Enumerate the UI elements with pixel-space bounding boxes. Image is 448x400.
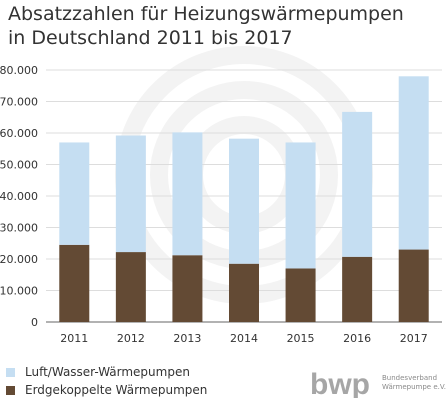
svg-text:bwp: bwp bbox=[310, 370, 370, 398]
y-tick-label: 0 bbox=[31, 316, 38, 329]
y-tick-label: 10.000 bbox=[0, 285, 38, 298]
bar-luft-wasser bbox=[229, 138, 259, 264]
bar-erdgekoppelt bbox=[398, 249, 429, 322]
y-tick-label: 50.000 bbox=[0, 159, 38, 172]
bar-erdgekoppelt bbox=[342, 256, 373, 322]
x-tick-label: 2012 bbox=[117, 332, 145, 345]
x-tick-label: 2017 bbox=[400, 332, 428, 345]
bar-luft-wasser bbox=[115, 135, 146, 253]
bwp-logo-text: Bundesverband Wärmepumpe e.V. bbox=[382, 374, 446, 392]
title-line-2: in Deutschland 2011 bis 2017 bbox=[8, 27, 293, 49]
y-tick-label: 20.000 bbox=[0, 253, 38, 266]
title-line-1: Absatzzahlen für Heizungswärmepumpen bbox=[8, 3, 404, 25]
bar-luft-wasser bbox=[398, 76, 429, 250]
x-tick-label: 2015 bbox=[287, 332, 315, 345]
x-tick-label: 2016 bbox=[343, 332, 371, 345]
bar-luft-wasser bbox=[59, 142, 90, 245]
y-tick-label: 60.000 bbox=[0, 127, 38, 140]
x-tick-label: 2011 bbox=[60, 332, 88, 345]
bar-erdgekoppelt bbox=[115, 252, 146, 322]
logo-line-1: Bundesverband bbox=[382, 374, 438, 382]
legend-label-erdgekoppelt: Erdgekoppelte Wärmepumpen bbox=[25, 383, 208, 397]
bar-erdgekoppelt bbox=[172, 255, 203, 322]
bar-erdgekoppelt bbox=[229, 263, 259, 322]
chart-title: Absatzzahlen für Heizungswärmepumpen in … bbox=[8, 2, 404, 50]
bar-luft-wasser bbox=[342, 111, 373, 257]
legend-item-luft-wasser: Luft/Wasser-Wärmepumpen bbox=[6, 363, 207, 381]
bar-luft-wasser bbox=[172, 132, 203, 256]
bar-luft-wasser bbox=[285, 142, 316, 269]
legend-item-erdgekoppelt: Erdgekoppelte Wärmepumpen bbox=[6, 381, 207, 399]
legend: Luft/Wasser-Wärmepumpen Erdgekoppelte Wä… bbox=[6, 363, 207, 399]
bar-erdgekoppelt bbox=[285, 268, 316, 322]
y-tick-label: 30.000 bbox=[0, 222, 38, 235]
y-tick-label: 80.000 bbox=[0, 64, 38, 77]
logo-line-2: Wärmepumpe e.V. bbox=[382, 383, 446, 391]
bar-erdgekoppelt bbox=[59, 244, 90, 322]
stacked-bar-chart: 0 10.000 20.000 30.000 40.000 50.000 60.000 70.… bbox=[0, 46, 442, 345]
y-tick-label: 40.000 bbox=[0, 190, 38, 203]
legend-swatch-erdgekoppelt bbox=[6, 385, 15, 395]
bwp-logo-mark: bwp bbox=[310, 370, 370, 398]
x-tick-label: 2014 bbox=[230, 332, 258, 345]
x-tick-label: 2013 bbox=[173, 332, 201, 345]
y-tick-label: 70.000 bbox=[0, 96, 38, 109]
legend-swatch-luft-wasser bbox=[6, 367, 15, 377]
legend-label-luft-wasser: Luft/Wasser-Wärmepumpen bbox=[25, 365, 190, 379]
